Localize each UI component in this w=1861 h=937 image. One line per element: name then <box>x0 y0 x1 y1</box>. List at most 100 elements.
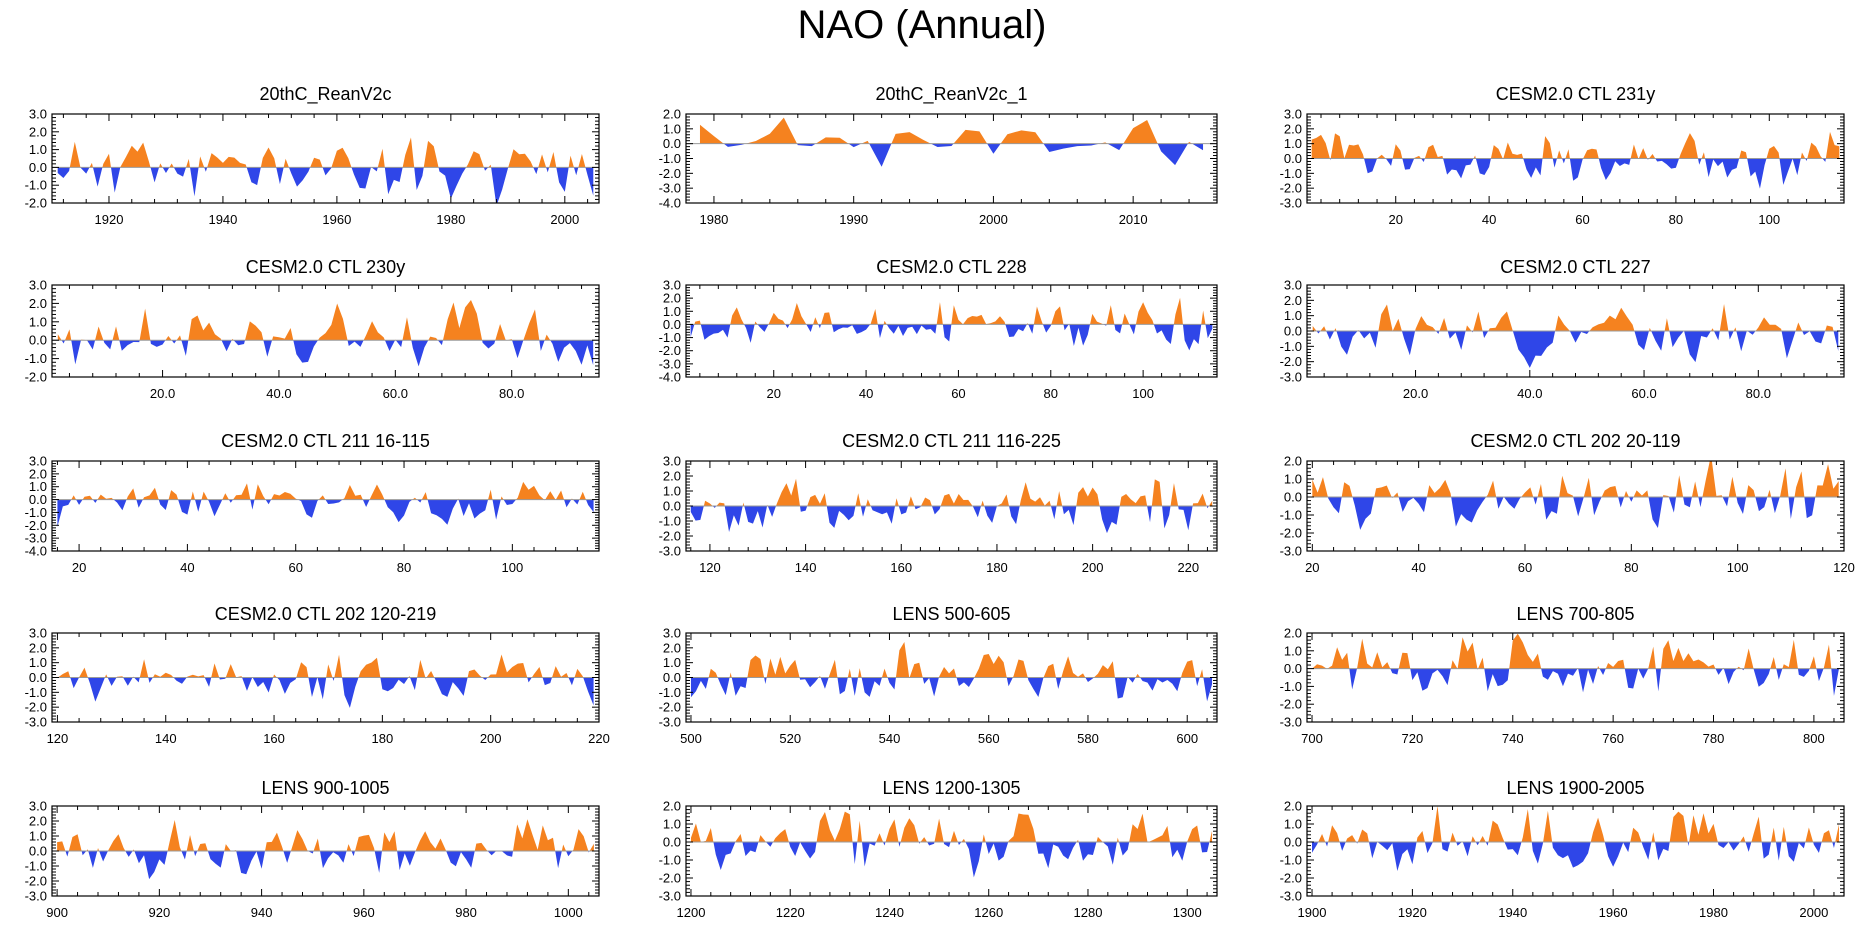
y-tick-label: -3.0 <box>1280 370 1302 385</box>
positive-area <box>57 481 594 500</box>
y-tick-label: -3.0 <box>1280 544 1302 559</box>
y-tick-label: 2.0 <box>663 469 681 484</box>
x-tick-label: 220 <box>588 731 610 746</box>
positive-area <box>57 654 594 678</box>
negative-area <box>690 842 1213 878</box>
x-tick-label: 120 <box>699 560 721 575</box>
y-tick-label: 1.0 <box>663 484 681 499</box>
y-tick-label: 2.0 <box>1284 293 1302 308</box>
y-tick-label: 1.0 <box>1284 472 1302 487</box>
y-tick-label: -3.0 <box>659 356 681 371</box>
x-tick-label: 180 <box>986 560 1008 575</box>
x-tick-label: 780 <box>1703 731 1725 746</box>
x-tick-label: 500 <box>680 731 702 746</box>
x-tick-label: 580 <box>1077 731 1099 746</box>
y-tick-label: -3.0 <box>25 889 47 904</box>
x-tick-label: 520 <box>779 731 801 746</box>
x-tick-label: 760 <box>1602 731 1624 746</box>
plot-frame <box>51 460 600 552</box>
y-tick-label: -3.0 <box>1280 715 1302 730</box>
x-tick-label: 960 <box>353 905 375 920</box>
x-tick-label: 1920 <box>95 212 124 227</box>
x-tick-label: 180 <box>372 731 394 746</box>
y-tick-label: 0.0 <box>1284 661 1302 676</box>
y-tick-label: -1.0 <box>1280 853 1302 868</box>
panel-title: CESM2.0 CTL 230y <box>246 257 405 277</box>
x-tick-label: 1900 <box>1298 905 1327 920</box>
x-tick-label: 40 <box>1411 560 1425 575</box>
y-tick-label: -3.0 <box>659 889 681 904</box>
y-tick-label: 2.0 <box>1284 799 1302 814</box>
negative-area <box>1312 497 1839 530</box>
x-tick-label: 40 <box>180 560 194 575</box>
y-tick-label: 0.0 <box>663 835 681 850</box>
y-tick-label: 2.0 <box>29 466 47 481</box>
panel-title: LENS 1200-1305 <box>882 778 1020 798</box>
y-tick-label: 0.0 <box>29 670 47 685</box>
panel-title: CESM2.0 CTL 228 <box>876 257 1026 277</box>
panel-title: 20thC_ReanV2c_1 <box>875 84 1027 105</box>
x-tick-label: 1960 <box>322 212 351 227</box>
x-tick-label: 1990 <box>839 212 868 227</box>
x-tick-label: 1980 <box>1699 905 1728 920</box>
x-tick-label: 40 <box>1482 212 1496 227</box>
y-tick-label: 2.0 <box>29 124 47 139</box>
y-tick-label: -2.0 <box>659 343 681 358</box>
y-tick-label: -2.0 <box>25 700 47 715</box>
x-tick-label: 980 <box>455 905 477 920</box>
y-tick-label: 3.0 <box>29 799 47 814</box>
positive-area <box>1312 806 1839 842</box>
y-tick-label: -4.0 <box>659 370 681 385</box>
y-tick-label: 1.0 <box>663 817 681 832</box>
y-tick-label: -3.0 <box>659 181 681 196</box>
positive-area <box>57 137 594 168</box>
x-tick-label: 1260 <box>974 905 1003 920</box>
panel-3: CESM2.0 CTL 231y -3.0-2.0-1.00.01.02.03.0… <box>1280 84 1845 227</box>
y-tick-label: 2.0 <box>663 291 681 306</box>
y-tick-label: 1.0 <box>1284 308 1302 323</box>
x-tick-label: 60 <box>951 386 965 401</box>
plot-frame <box>685 284 1218 378</box>
panel-title: LENS 1900-2005 <box>1506 778 1644 798</box>
x-tick-label: 920 <box>149 905 171 920</box>
panel-title: CESM2.0 CTL 202 120-219 <box>215 604 436 624</box>
y-tick-label: -1.0 <box>659 514 681 529</box>
y-tick-label: -1.0 <box>659 330 681 345</box>
panel-title: LENS 500-605 <box>892 604 1010 624</box>
panel-title: CESM2.0 CTL 227 <box>1500 257 1650 277</box>
y-tick-label: 1.0 <box>29 829 47 844</box>
y-tick-label: 2.0 <box>663 640 681 655</box>
y-tick-label: -3.0 <box>659 715 681 730</box>
panel-title: 20thC_ReanV2c <box>259 84 391 105</box>
negative-area <box>690 677 1213 702</box>
y-tick-label: -4.0 <box>659 196 681 211</box>
plot-frame <box>685 805 1218 897</box>
x-tick-label: 20.0 <box>1403 386 1428 401</box>
y-tick-label: -1.0 <box>659 853 681 868</box>
y-tick-label: -1.0 <box>1280 508 1302 523</box>
y-tick-label: -2.0 <box>25 518 47 533</box>
x-tick-label: 1960 <box>1599 905 1628 920</box>
y-tick-label: 0.0 <box>663 136 681 151</box>
panel-7: CESM2.0 CTL 211 16-115 -4.0-3.0-2.0-1.00.… <box>25 431 600 575</box>
y-tick-label: 3.0 <box>663 278 681 293</box>
x-tick-label: 940 <box>251 905 273 920</box>
x-tick-label: 20.0 <box>150 386 175 401</box>
y-tick-label: 1.0 <box>1284 817 1302 832</box>
x-tick-label: 560 <box>978 731 1000 746</box>
x-tick-label: 60 <box>1575 212 1589 227</box>
panel-4: CESM2.0 CTL 230y -2.0 -1.0 0.0 1.0 2.0 3.0 20.0… <box>25 257 600 401</box>
x-tick-label: 800 <box>1803 731 1825 746</box>
y-tick-label: 0.0 <box>29 844 47 859</box>
y-tick-label: -1.0 <box>1280 339 1302 354</box>
x-tick-label: 140 <box>155 731 177 746</box>
x-tick-label: 120 <box>47 731 69 746</box>
y-tick-label: 2.0 <box>663 107 681 122</box>
panel-9: CESM2.0 CTL 202 20-119 -3.0 -2.0 -1.0 0.0 1.0… <box>1280 431 1855 575</box>
plot-frame <box>51 284 600 378</box>
x-tick-label: 100 <box>1132 386 1154 401</box>
y-tick-label: 1.0 <box>1284 136 1302 151</box>
panel-8: CESM2.0 CTL 211 116-225 -3.0-2.0-1.00.01.… <box>659 431 1218 575</box>
y-tick-label: 1.0 <box>29 314 47 329</box>
